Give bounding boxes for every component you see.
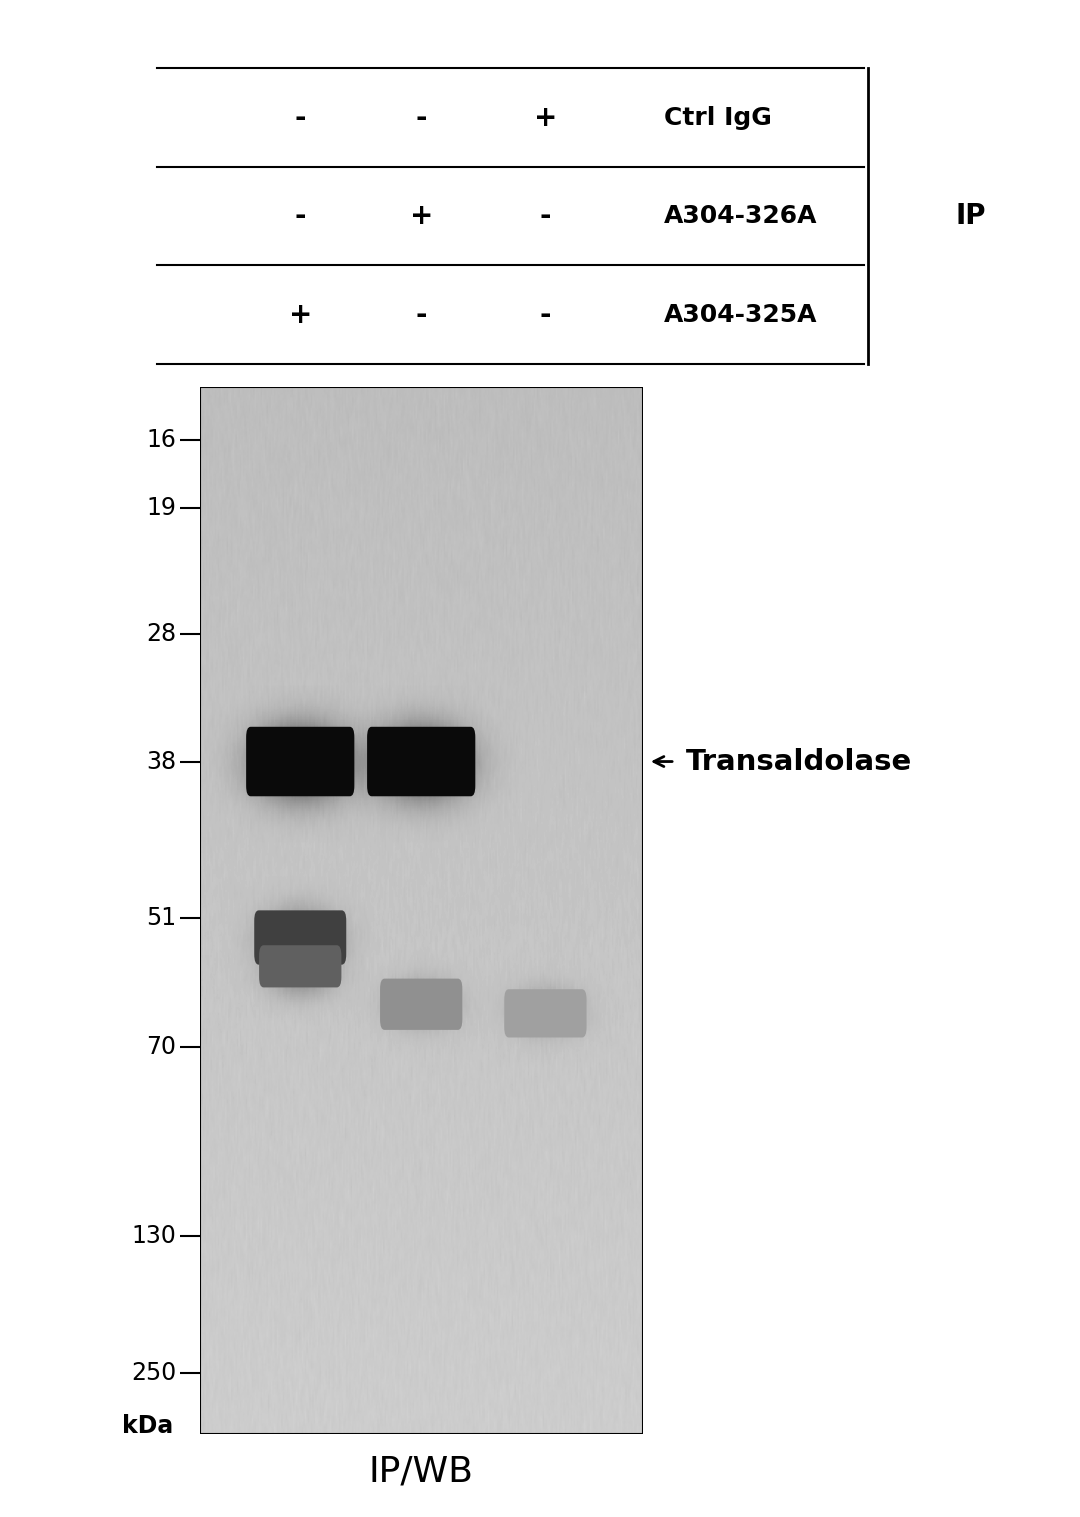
Text: A304-325A: A304-325A (664, 303, 818, 326)
Text: -: - (295, 103, 306, 132)
Text: 19: 19 (146, 496, 176, 520)
Text: -: - (540, 300, 551, 329)
Text: 38: 38 (146, 749, 176, 774)
Text: Ctrl IgG: Ctrl IgG (664, 106, 772, 129)
Text: -: - (295, 202, 306, 231)
Text: 51: 51 (146, 906, 176, 930)
Text: +: + (288, 300, 312, 329)
Text: IP/WB: IP/WB (368, 1455, 474, 1488)
Text: IP: IP (956, 202, 986, 231)
Text: 16: 16 (146, 428, 176, 452)
Text: -: - (416, 103, 427, 132)
Text: kDa: kDa (122, 1414, 173, 1438)
Text: 130: 130 (131, 1224, 176, 1248)
Text: Transaldolase: Transaldolase (686, 748, 912, 775)
Text: -: - (540, 202, 551, 231)
Text: -: - (416, 300, 427, 329)
Text: 28: 28 (146, 622, 176, 646)
FancyBboxPatch shape (504, 989, 586, 1038)
FancyBboxPatch shape (259, 945, 341, 988)
Text: 250: 250 (131, 1361, 176, 1385)
FancyBboxPatch shape (254, 910, 347, 965)
Text: A304-326A: A304-326A (664, 205, 818, 228)
FancyBboxPatch shape (380, 978, 462, 1030)
Text: 70: 70 (146, 1035, 176, 1059)
FancyBboxPatch shape (246, 727, 354, 796)
Text: +: + (534, 103, 557, 132)
FancyBboxPatch shape (367, 727, 475, 796)
Text: +: + (409, 202, 433, 231)
